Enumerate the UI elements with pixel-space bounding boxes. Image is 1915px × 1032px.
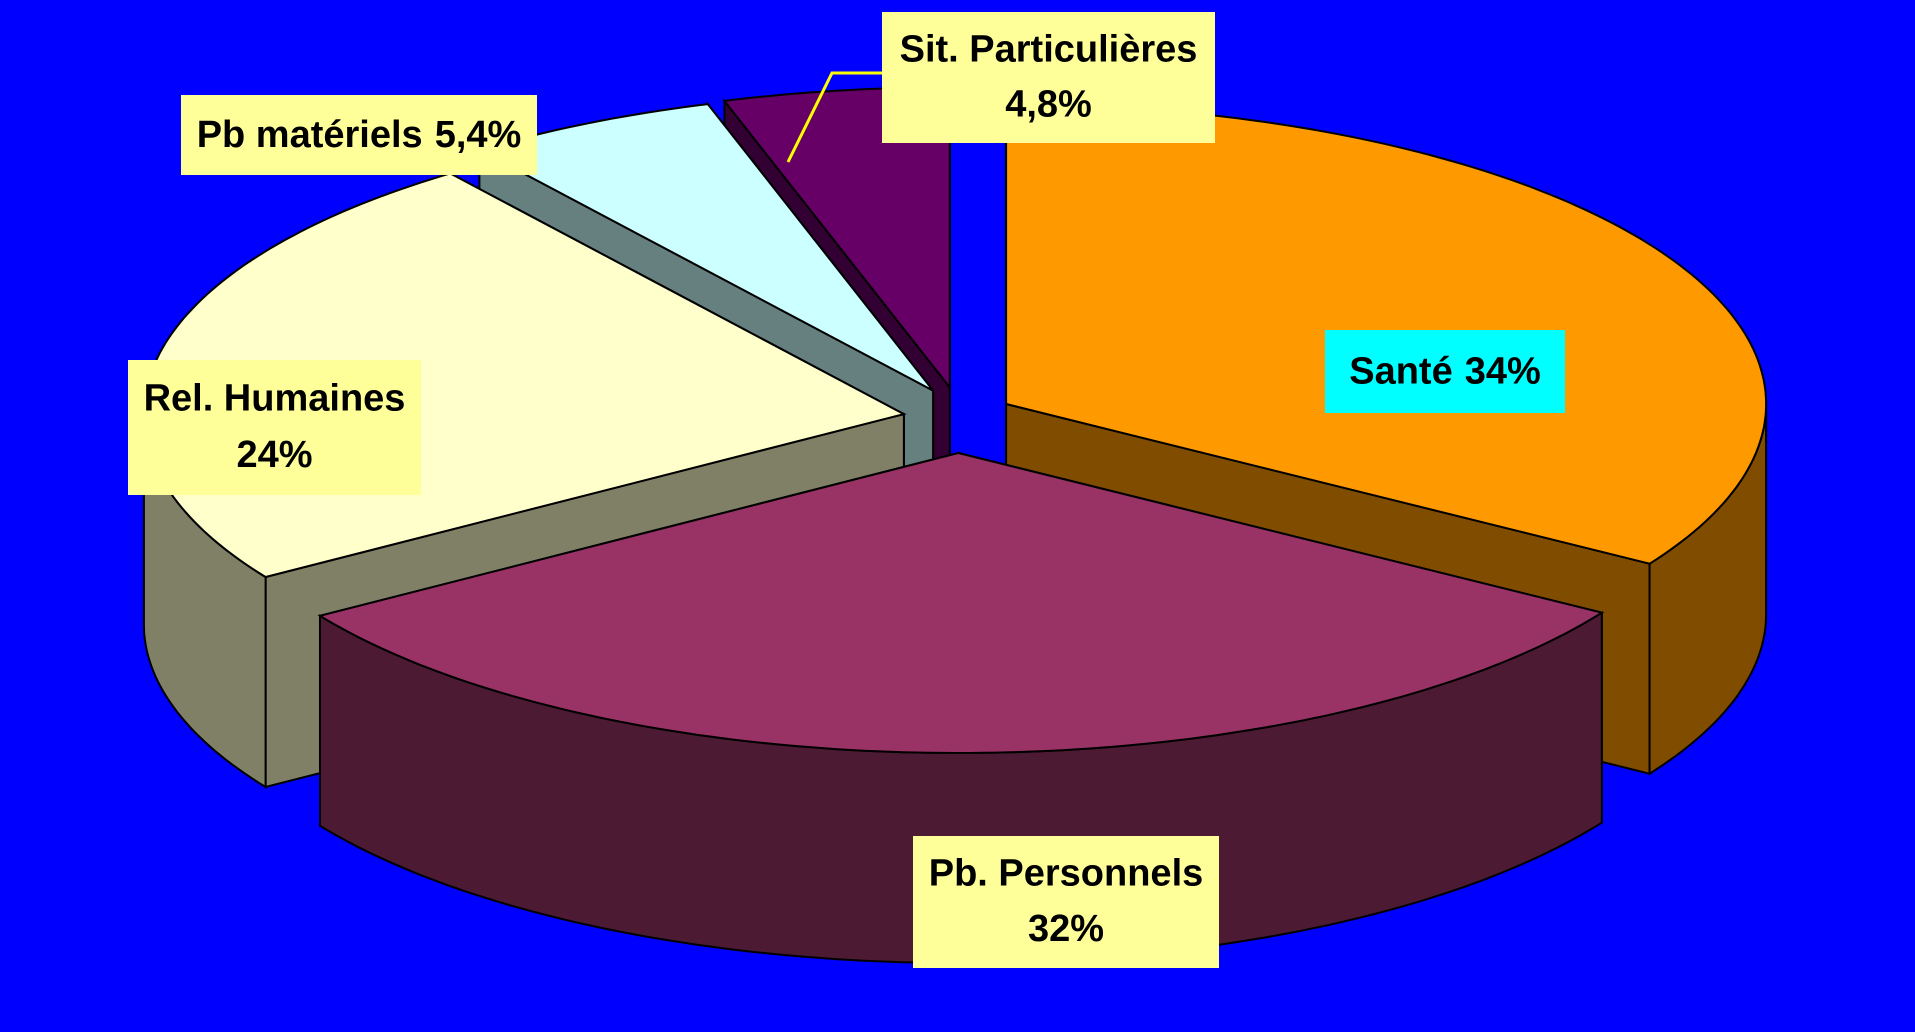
label-box xyxy=(1325,330,1565,413)
category-label: Pb. Personnels xyxy=(929,853,1204,895)
label-box xyxy=(913,836,1219,968)
data-label: Pb matériels 5,4% xyxy=(197,114,522,156)
value-label: 5,4% xyxy=(435,114,522,156)
label-box xyxy=(882,12,1215,143)
leader-line xyxy=(786,71,882,163)
slice xyxy=(317,451,1605,754)
category-label: Sit. Particulières xyxy=(900,28,1198,70)
value-label: 32% xyxy=(1028,908,1104,950)
label-box xyxy=(128,360,421,495)
data-label: Santé 34% xyxy=(1349,351,1541,393)
value-label: 24% xyxy=(236,434,312,476)
category-label: Santé xyxy=(1349,351,1452,393)
category-label: Rel. Humaines xyxy=(144,378,406,420)
value-label: 4,8% xyxy=(1005,83,1092,125)
label-box xyxy=(181,95,537,175)
category-label: Pb matériels xyxy=(197,114,423,156)
value-label: 34% xyxy=(1465,351,1541,393)
